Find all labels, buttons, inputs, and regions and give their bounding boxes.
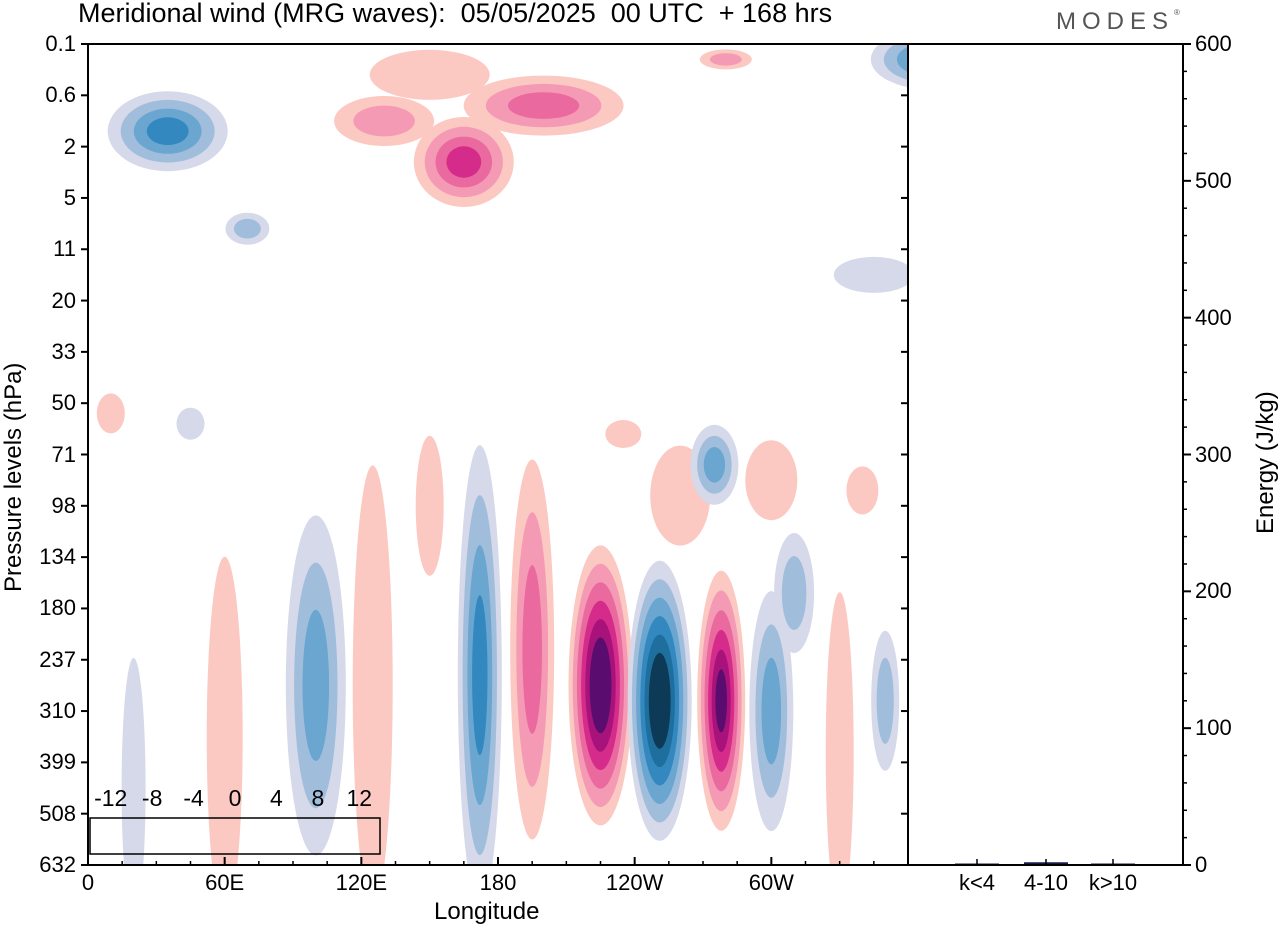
contour-level	[593, 655, 608, 715]
contour-level	[369, 49, 490, 100]
contour-level	[715, 669, 727, 733]
x-tick-label: 180	[479, 870, 517, 895]
energy-frame	[907, 43, 1184, 866]
contour-level	[876, 657, 894, 744]
y-tick-label: 71	[51, 441, 76, 467]
contour-level	[605, 420, 642, 448]
energy-tick-label: 100	[1195, 715, 1232, 741]
contour-level	[846, 466, 879, 515]
y-tick-label: 134	[39, 544, 76, 570]
contour-level	[745, 440, 798, 521]
y-tick-label: 98	[51, 492, 76, 518]
contour-level	[833, 256, 908, 293]
y-tick-label: 237	[39, 646, 76, 672]
energy-category-label: k<4	[958, 870, 996, 895]
colorbar-label: -8	[141, 785, 163, 811]
energy-tick-label: 200	[1195, 578, 1232, 604]
colorbar	[89, 817, 381, 855]
contour-level	[353, 105, 415, 137]
x-tick-label: 120E	[335, 870, 388, 895]
contour-level	[121, 658, 146, 865]
y-tick-label: 180	[39, 595, 76, 621]
chart-title: Meridional wind (MRG waves): 05/05/2025 …	[78, 0, 833, 28]
x-tick-label: 0	[81, 870, 95, 895]
y-tick-label: 20	[51, 287, 76, 313]
colorbar-label: -4	[183, 785, 204, 811]
contour-field	[96, 44, 952, 865]
colorbar-frame	[89, 817, 381, 855]
contour-level	[96, 393, 125, 434]
x-tick-label: 60W	[748, 870, 794, 895]
colorbar-label: 12	[346, 785, 373, 811]
contour-level	[761, 657, 782, 765]
energy-category-label: k>10	[1088, 870, 1138, 895]
contour-level	[176, 407, 205, 440]
y-tick-label: 0.6	[45, 82, 76, 108]
y-tick-label: 399	[39, 749, 76, 775]
energy-axis-label: Energy (J/kg)	[1252, 391, 1279, 534]
contour-level	[146, 117, 189, 146]
tick-marks	[81, 43, 1191, 866]
x-tick-label: 120W	[605, 870, 664, 895]
y-tick-label: 50	[51, 390, 76, 416]
contour-level	[206, 556, 243, 865]
contour-level	[703, 447, 726, 483]
contour-level	[910, 49, 952, 70]
contour-level	[472, 595, 488, 756]
contour-level	[896, 46, 908, 72]
contour-level	[825, 592, 854, 865]
contour-level	[302, 609, 330, 762]
contour-level	[507, 92, 580, 119]
contour-level	[446, 146, 482, 178]
colorbar-label: -12	[94, 785, 128, 811]
y-tick-label: 632	[39, 852, 76, 877]
contour-level	[522, 565, 542, 734]
y-tick-label: 2	[63, 133, 76, 159]
brand-logo: MODES®	[1056, 8, 1180, 35]
y-tick-label: 0.1	[45, 31, 76, 56]
colorbar-label: 8	[311, 785, 325, 811]
colorbar-label: 0	[228, 785, 242, 811]
energy-tick-label: 600	[1195, 31, 1232, 56]
energy-tick-label: 300	[1195, 441, 1232, 467]
y-tick-label: 310	[39, 698, 76, 724]
x-axis-label: Longitude	[434, 898, 540, 925]
colorbar-label: 4	[270, 785, 283, 811]
contour-level	[653, 671, 667, 731]
contour-level	[352, 465, 393, 865]
contour-level	[709, 53, 742, 66]
energy-tick-label: 400	[1195, 304, 1232, 330]
energy-tick-label: 500	[1195, 167, 1232, 193]
y-tick-label: 33	[51, 338, 76, 364]
energy-category-label: 4-10	[1023, 870, 1069, 895]
contour-level	[233, 218, 261, 239]
y-tick-label: 5	[63, 184, 76, 210]
y-tick-label: 508	[39, 800, 76, 826]
contour-level	[781, 556, 807, 630]
contour-level	[415, 435, 444, 576]
x-tick-label: 60E	[205, 870, 245, 895]
energy-tick-label: 0	[1195, 852, 1208, 877]
y-axis-label: Pressure levels (hPa)	[0, 362, 27, 592]
y-tick-label: 11	[53, 236, 76, 262]
